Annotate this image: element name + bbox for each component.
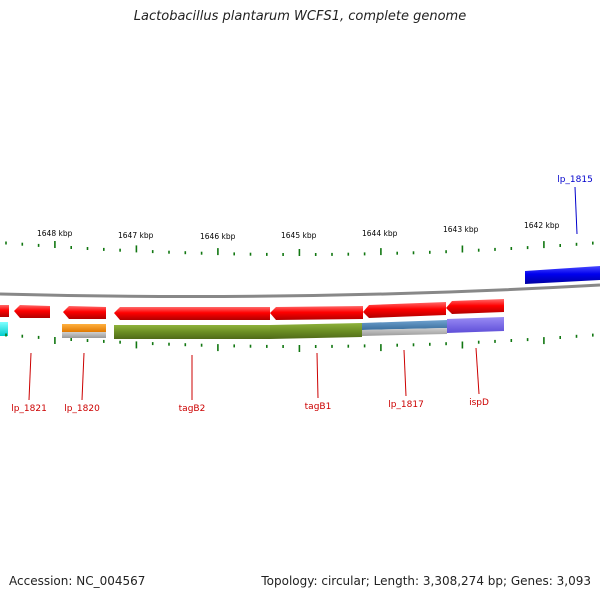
map-title: Lactobacillus plantarum WCFS1, complete … <box>133 9 467 24</box>
gene-lp-1815[interactable] <box>525 266 600 284</box>
leader-lp-1815 <box>574 186 578 235</box>
accession-text: Accession: NC_004567 <box>9 574 146 588</box>
scale-ticks-inner <box>5 333 594 352</box>
scale-ticks-outer <box>5 241 594 256</box>
cog-bar-cyan <box>0 322 8 336</box>
gene-label-lp-1817[interactable]: lp_1817 <box>388 400 424 410</box>
gene-label-lp-1820[interactable]: lp_1820 <box>64 404 100 414</box>
gene-labels: lp_1821 lp_1820 tagB2 tagB1 lp_1817 ispD… <box>11 175 593 414</box>
scale-label: 1642 kbp <box>524 221 560 230</box>
scale-label: 1647 kbp <box>118 231 154 240</box>
cog-bar-grey-2 <box>362 328 447 336</box>
cog-bar-steelblue <box>362 320 447 330</box>
cog-bar-grey <box>62 332 106 338</box>
gene-label-tagB1[interactable]: tagB1 <box>305 402 332 412</box>
gene-fragment-left[interactable] <box>0 305 9 317</box>
gene-label-ispD[interactable]: ispD <box>469 398 489 408</box>
scale-label: 1643 kbp <box>443 225 479 234</box>
gene-ispD[interactable] <box>446 299 504 314</box>
leader-lp-1820 <box>81 352 85 401</box>
genome-backbone <box>0 283 600 299</box>
reverse-strand-genes <box>0 299 504 320</box>
leader-lp-1821 <box>28 352 32 401</box>
cog-bar-orange <box>62 324 106 332</box>
leader-ispD <box>475 347 480 395</box>
gene-lp-1817[interactable] <box>363 302 446 318</box>
gene-label-tagB2[interactable]: tagB2 <box>179 404 206 414</box>
leader-tagB1 <box>316 352 319 399</box>
cog-bar-green-tagB2 <box>114 325 270 339</box>
cog-bar-green-tagB1 <box>270 323 362 339</box>
scale-label: 1644 kbp <box>362 229 398 238</box>
gene-lp-1820[interactable] <box>63 306 106 319</box>
scale-labels: 1648 kbp 1647 kbp 1646 kbp 1645 kbp 1644… <box>37 221 560 241</box>
genome-summary-text: Topology: circular; Length: 3,308,274 bp… <box>261 574 591 588</box>
gene-label-lp-1815[interactable]: lp_1815 <box>557 175 593 185</box>
gene-tagB1[interactable] <box>270 306 363 320</box>
scale-label: 1645 kbp <box>281 231 317 240</box>
scale-label: 1648 kbp <box>37 229 73 238</box>
leader-lp-1817 <box>403 349 407 397</box>
label-leaders <box>28 186 578 401</box>
cog-bar-purple <box>447 317 504 333</box>
scale-label: 1646 kbp <box>200 232 236 241</box>
cog-ring <box>0 317 504 339</box>
gene-label-lp-1821[interactable]: lp_1821 <box>11 404 47 414</box>
gene-tagB2[interactable] <box>114 307 270 320</box>
gene-lp-1821[interactable] <box>14 305 50 318</box>
